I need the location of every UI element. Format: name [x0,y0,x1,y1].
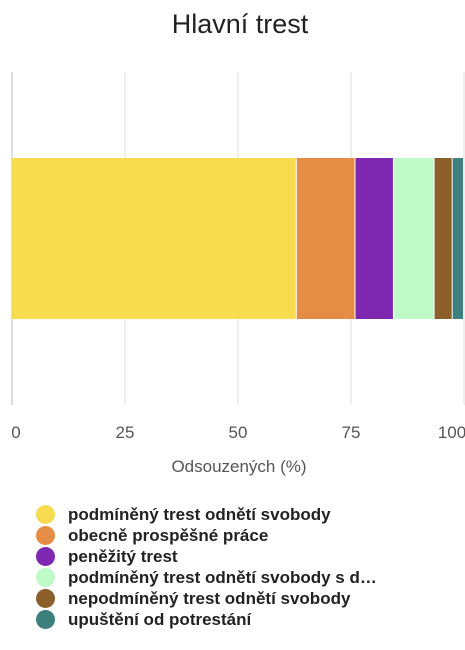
x-tick-label: 100 [438,423,465,442]
legend-swatch [36,547,55,566]
legend-label: podmíněný trest odnětí svobody [68,504,331,524]
x-tick-label: 75 [342,423,361,442]
x-tick-label: 25 [116,423,135,442]
x-axis-label: Odsouzených (%) [171,457,306,476]
legend-label: upuštění od potrestání [68,609,252,629]
legend-swatch [36,505,55,524]
x-tick-label: 50 [229,423,248,442]
chart-title: Hlavní trest [172,9,309,39]
legend-item[interactable]: podmíněný trest odnětí svobody s d… [36,567,461,588]
legend-label: peněžitý trest [68,546,178,566]
legend-swatch [36,610,55,629]
bar-segment-3[interactable] [355,158,393,319]
chart: Hlavní trest 0 25 50 75 100 Odsouzených (%) [11,9,465,476]
legend-item[interactable]: podmíněný trest odnětí svobody [36,504,461,525]
legend-label: obecně prospěšné práce [68,525,269,545]
legend-item[interactable]: obecně prospěšné práce [36,525,461,546]
legend-swatch [36,589,55,608]
legend-item[interactable]: upuštění od potrestání [36,609,461,630]
bar-segment-5[interactable] [434,158,452,319]
legend-swatch [36,526,55,545]
bar-segment-2[interactable] [296,158,355,319]
legend-swatch [36,568,55,587]
x-tick-label: 0 [11,423,20,442]
legend: podmíněný trest odnětí svobody obecně pro… [36,504,461,630]
legend-item[interactable]: nepodmíněný trest odnětí svobody [36,588,461,609]
legend-label: podmíněný trest odnětí svobody s d… [68,567,377,587]
bar-segment-4[interactable] [393,158,434,319]
bar-segment-6[interactable] [452,158,463,319]
legend-item[interactable]: peněžitý trest [36,546,461,567]
bar-segment-1[interactable] [12,158,296,319]
legend-label: nepodmíněný trest odnětí svobody [68,588,351,608]
